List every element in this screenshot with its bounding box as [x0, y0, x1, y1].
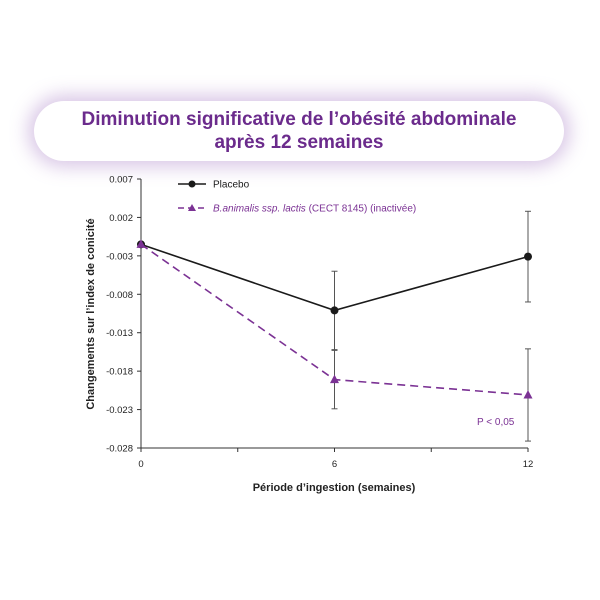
y-tick-label: -0.028	[106, 444, 133, 455]
legend-marker-placebo	[188, 180, 196, 188]
data-point	[136, 239, 146, 248]
y-tick-label: -0.018	[106, 367, 133, 378]
x-tick-label: 0	[138, 459, 143, 470]
series-0	[137, 210, 532, 351]
y-tick-label: -0.023	[106, 405, 133, 416]
y-axis: 0.007 0.002 -0.003 -0.008 -0.013 -0.018 -0.023…	[106, 175, 142, 455]
data-point	[330, 374, 339, 384]
legend-marker-bifido	[188, 204, 196, 211]
data-point	[330, 306, 339, 315]
x-axis: 0 6 12	[138, 447, 534, 470]
x-axis-label: Période d’ingestion (semaines)	[253, 482, 416, 494]
legend-label-bifido-italic: B.animalis ssp. lactis	[213, 204, 306, 215]
title-banner: Diminution significative de l’obésité ab…	[34, 101, 564, 161]
data-point	[523, 389, 533, 399]
y-tick-label: 0.007	[109, 175, 133, 186]
legend: Placebo B.animalis ssp. lactis (CECT 814…	[178, 180, 416, 215]
series-1	[136, 239, 533, 442]
legend-label-bifido-rest: (CECT 8145) (inactivée)	[306, 204, 416, 215]
y-tick-label: -0.008	[106, 290, 133, 301]
series-layer	[136, 210, 533, 442]
chart-title-line-2: après 12 semaines	[214, 132, 384, 153]
y-tick-label: 0.002	[109, 213, 133, 224]
legend-label-bifido: B.animalis ssp. lactis (CECT 8145) (inac…	[213, 204, 416, 215]
y-axis-label: Changements sur l’index de conicité	[85, 218, 97, 409]
x-tick-label: 6	[332, 459, 337, 470]
chart-title-line-1: Diminution significative de l’obésité ab…	[81, 109, 517, 130]
p-value-annotation: P < 0,05	[477, 417, 515, 428]
y-tick-label: -0.003	[106, 251, 133, 262]
data-point	[524, 252, 532, 261]
legend-label-placebo: Placebo	[213, 180, 250, 191]
y-tick-label: -0.013	[106, 328, 133, 339]
x-tick-label: 12	[523, 459, 534, 470]
